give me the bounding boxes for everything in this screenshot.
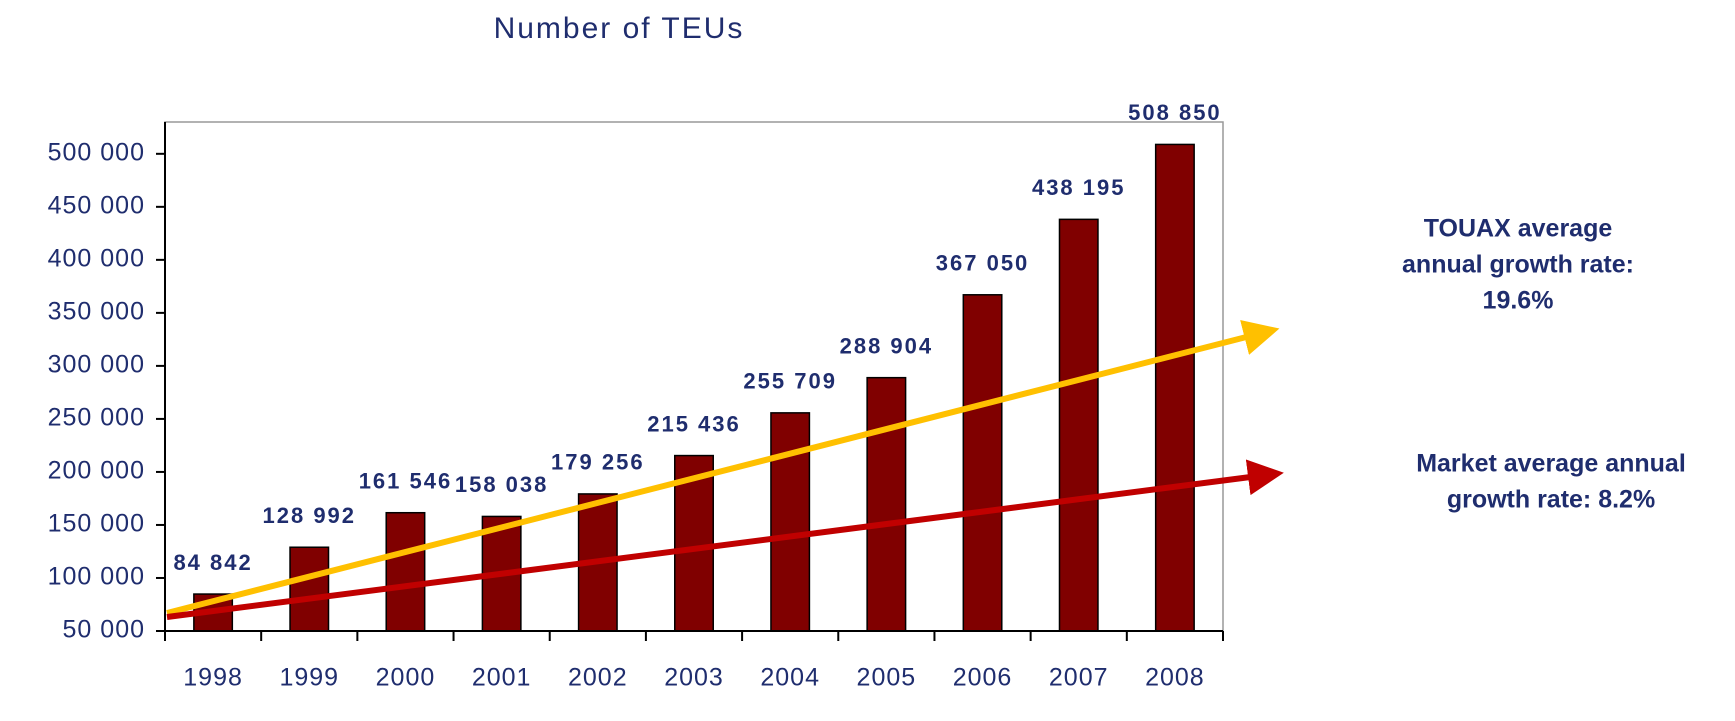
bar xyxy=(385,511,426,632)
value-label: 288 904 xyxy=(840,333,934,358)
y-tick-label: 450 000 xyxy=(48,191,145,219)
value-label: 128 992 xyxy=(263,503,357,528)
bar xyxy=(866,376,907,632)
annotation: growth rate: 8.2% xyxy=(1447,486,1655,514)
y-tick-label: 250 000 xyxy=(48,404,145,432)
y-tick-label: 350 000 xyxy=(48,297,145,325)
x-tick-label: 2008 xyxy=(1145,664,1205,692)
bar xyxy=(674,454,714,632)
bar xyxy=(289,546,330,632)
value-label: 179 256 xyxy=(551,450,645,475)
x-tick-label: 2004 xyxy=(760,664,820,692)
trend-arrow xyxy=(166,459,1284,620)
value-label: 158 038 xyxy=(455,472,549,497)
trend-arrow xyxy=(166,320,1280,616)
y-tick-label: 50 000 xyxy=(63,616,145,644)
x-tick-label: 2007 xyxy=(1049,664,1109,692)
value-label: 84 842 xyxy=(173,550,252,575)
bar xyxy=(962,294,1003,632)
x-tick-label: 2003 xyxy=(664,664,724,692)
bar xyxy=(770,412,811,632)
y-tick-label: 100 000 xyxy=(48,563,145,591)
chart-title: Number of TEUs xyxy=(494,12,745,45)
annotation: Market average annual xyxy=(1416,450,1686,478)
x-tick-label: 2001 xyxy=(472,664,532,692)
y-tick-label: 150 000 xyxy=(48,510,145,538)
value-label: 508 850 xyxy=(1128,100,1222,125)
y-tick-label: 400 000 xyxy=(48,244,145,272)
value-label: 367 050 xyxy=(936,251,1030,276)
x-tick-label: 2006 xyxy=(953,664,1013,692)
value-label: 161 546 xyxy=(359,469,453,494)
bar xyxy=(1154,143,1195,632)
x-tick-label: 2002 xyxy=(568,664,628,692)
annotation: TOUAX average xyxy=(1424,215,1613,243)
value-label: 255 709 xyxy=(743,369,837,394)
bar xyxy=(1058,218,1099,632)
x-tick-label: 1999 xyxy=(279,664,339,692)
y-tick-label: 500 000 xyxy=(48,138,145,166)
annotation: 19.6% xyxy=(1483,287,1554,315)
value-label: 438 195 xyxy=(1032,175,1126,200)
y-tick-label: 300 000 xyxy=(48,351,145,379)
x-tick-label: 1998 xyxy=(183,664,243,692)
y-tick-label: 200 000 xyxy=(48,457,145,485)
annotation: annual growth rate: xyxy=(1402,251,1634,279)
value-label: 215 436 xyxy=(647,411,741,436)
x-tick-label: 2005 xyxy=(857,664,917,692)
x-tick-label: 2000 xyxy=(376,664,436,692)
